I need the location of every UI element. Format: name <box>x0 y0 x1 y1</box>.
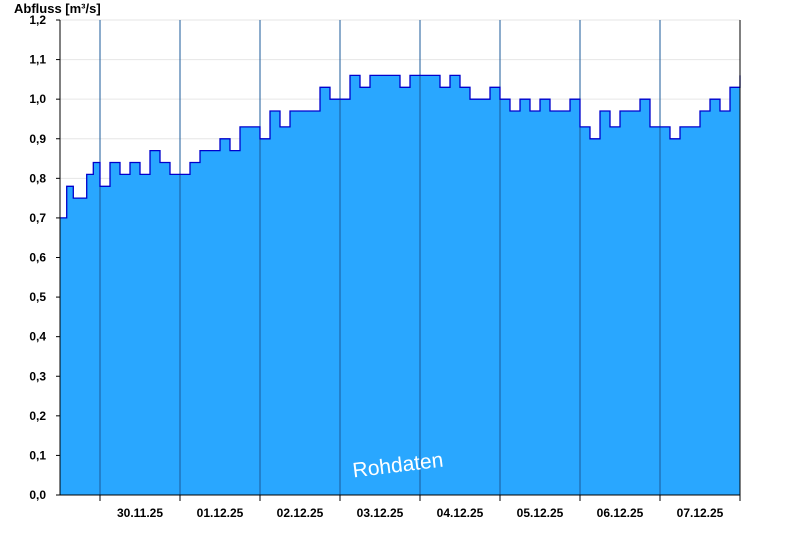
x-tick-label: 06.12.25 <box>597 506 644 520</box>
y-tick-label: 0,2 <box>29 409 46 423</box>
y-tick-label: 0,9 <box>29 132 46 146</box>
y-tick-label: 1,0 <box>29 92 46 106</box>
y-tick-label: 0,1 <box>29 448 46 462</box>
y-tick-label: 0,8 <box>29 171 46 185</box>
y-tick-label: 1,2 <box>29 13 46 27</box>
x-tick-label: 05.12.25 <box>517 506 564 520</box>
x-tick-label: 07.12.25 <box>677 506 724 520</box>
y-tick-label: 0,7 <box>29 211 46 225</box>
y-tick-label: 0,6 <box>29 251 46 265</box>
x-tick-label: 02.12.25 <box>277 506 324 520</box>
discharge-area <box>60 75 740 496</box>
y-axis-label: Abfluss [m³/s] <box>14 1 101 16</box>
y-tick-label: 0,3 <box>29 369 46 383</box>
y-tick-label: 0,5 <box>29 290 46 304</box>
y-tick-label: 0,4 <box>29 330 46 344</box>
y-tick-label: 0,0 <box>29 488 46 502</box>
x-tick-label: 04.12.25 <box>437 506 484 520</box>
y-tick-label: 1,1 <box>29 53 46 67</box>
x-tick-label: 03.12.25 <box>357 506 404 520</box>
y-tick-layer: 0,0 0,1 0,2 0,3 0,4 0,5 0,6 0,7 0,8 0,9 1,0 1,1 1,2 <box>29 13 60 502</box>
x-tick-label: 01.12.25 <box>197 506 244 520</box>
discharge-line <box>60 74 741 219</box>
x-tick-label: 30.11.25 <box>117 506 163 520</box>
x-tick-layer: 30.11.25 01.12.25 02.12.25 03.12.25 04.12.25… <box>99 495 741 520</box>
